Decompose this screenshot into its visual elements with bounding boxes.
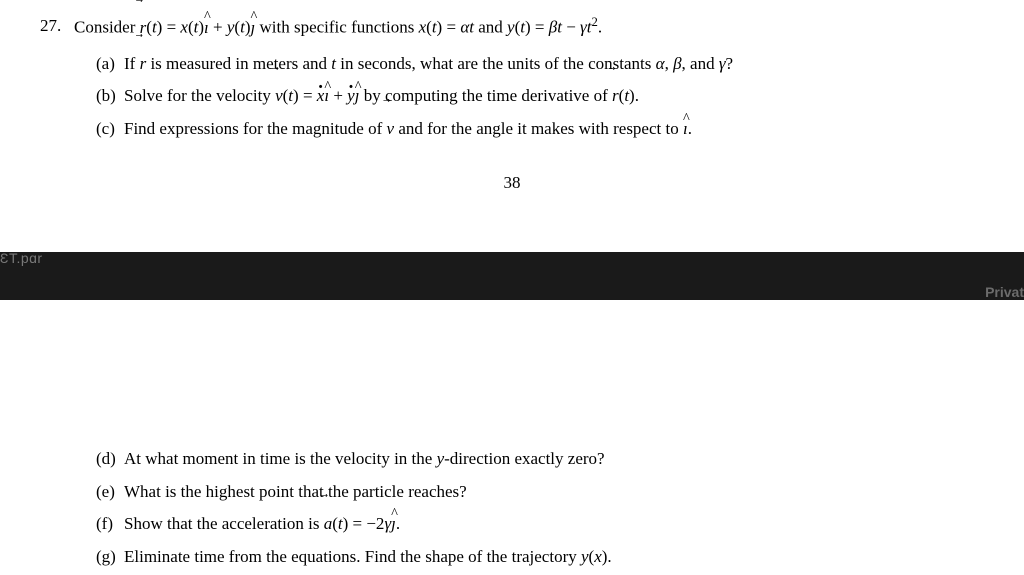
problem-text: Consider ⃗r(t) = x(t)ı + y(t)ȷ with spec… (74, 12, 984, 41)
var-y: y (437, 449, 445, 468)
r-vector: ⃗r (612, 81, 619, 112)
bar-left-fragment: ƐT.pɑr (0, 250, 43, 266)
page-bottom-region: (d) At what moment in time is the veloci… (0, 440, 1024, 574)
text: + (329, 86, 347, 105)
var-t: t (520, 18, 525, 37)
text: . (598, 18, 602, 37)
j-hat: ȷ (391, 509, 396, 540)
text: in seconds, what are the units of the co… (336, 54, 656, 73)
alpha: α (460, 18, 469, 37)
beta: β (673, 54, 681, 73)
part-b: (b) Solve for the velocity ⃗v(t) = xı + … (96, 81, 984, 112)
pdf-viewer-bar: ƐT.pɑr Privat (0, 252, 1024, 300)
page-number: 38 (40, 173, 984, 193)
text: ). (602, 547, 612, 566)
r-vector: ⃗r (140, 14, 147, 41)
part-f: (f) Show that the acceleration is ⃗a(t) … (96, 509, 984, 540)
subparts-bottom: (d) At what moment in time is the veloci… (96, 444, 984, 572)
text: − (562, 18, 580, 37)
part-a: (a) If ⃗r is measured in meters and t in… (96, 49, 984, 80)
i-hat: ı (204, 14, 209, 41)
text: + (209, 18, 227, 37)
text: At what moment in time is the velocity i… (124, 449, 437, 468)
a-vector: ⃗a (324, 509, 333, 540)
part-d: (d) At what moment in time is the veloci… (96, 444, 984, 475)
y-dot: y (347, 81, 355, 112)
text: Solve for the velocity (124, 86, 275, 105)
v-vector: ⃗v (275, 81, 283, 112)
var-t: t (432, 18, 437, 37)
var-y: y (507, 18, 515, 37)
text: with specific functions (255, 18, 418, 37)
var-x: x (594, 547, 602, 566)
text: Eliminate time from the equations. Find … (124, 547, 581, 566)
x-dot: x (317, 81, 325, 112)
j-hat: ȷ (355, 81, 360, 112)
part-text: If ⃗r is measured in meters and t in sec… (124, 49, 984, 80)
var-t: t (240, 18, 245, 37)
part-g: (g) Eliminate time from the equations. F… (96, 542, 984, 573)
r-vector: ⃗r (140, 49, 147, 80)
part-label: (e) (96, 477, 124, 508)
text: ? (726, 54, 734, 73)
part-text: Find expressions for the magnitude of ⃗v… (124, 114, 984, 145)
part-label: (a) (96, 49, 124, 80)
text: Show that the acceleration is (124, 514, 324, 533)
text: and for the angle it makes with respect … (394, 119, 683, 138)
gamma: γ (719, 54, 726, 73)
part-c: (c) Find expressions for the magnitude o… (96, 114, 984, 145)
text: is measured in meters and (146, 54, 331, 73)
part-label: (b) (96, 81, 124, 112)
text: ). (629, 86, 639, 105)
problem-statement: 27. Consider ⃗r(t) = x(t)ı + y(t)ȷ with … (40, 12, 984, 41)
v-vector: ⃗v (387, 114, 395, 145)
problem-number: 27. (40, 12, 74, 41)
part-label: (c) (96, 114, 124, 145)
text: ) = −2 (343, 514, 385, 533)
var-x: x (419, 18, 427, 37)
text: by computing the time derivative of (359, 86, 612, 105)
subparts-top: (a) If ⃗r is measured in meters and t in… (96, 49, 984, 145)
part-text: What is the highest point that the parti… (124, 477, 984, 508)
part-text: Eliminate time from the equations. Find … (124, 542, 984, 573)
text: ) = (293, 86, 317, 105)
beta: β (549, 18, 557, 37)
j-hat: ȷ (251, 14, 256, 41)
text: Consider (74, 18, 140, 37)
part-text: Show that the acceleration is ⃗a(t) = −2… (124, 509, 984, 540)
text: = (442, 18, 460, 37)
text: , and (682, 54, 719, 73)
part-text: Solve for the velocity ⃗v(t) = xı + yȷ b… (124, 81, 984, 112)
part-label: (g) (96, 542, 124, 573)
text: ) = (157, 18, 181, 37)
text: Find expressions for the magnitude of (124, 119, 387, 138)
text: and (474, 18, 507, 37)
var-y: y (581, 547, 589, 566)
part-label: (d) (96, 444, 124, 475)
alpha: α (656, 54, 665, 73)
bar-right-fragment: Privat (985, 284, 1024, 300)
gamma: γ (580, 18, 587, 37)
text: -direction exactly zero? (444, 449, 604, 468)
i-hat: ı (683, 114, 688, 145)
text: If (124, 54, 140, 73)
part-text: At what moment in time is the velocity i… (124, 444, 984, 475)
var-t: t (194, 18, 199, 37)
text: = (531, 18, 549, 37)
page-top-region: 27. Consider ⃗r(t) = x(t)ı + y(t)ȷ with … (0, 0, 1024, 193)
part-label: (f) (96, 509, 124, 540)
part-e: (e) What is the highest point that the p… (96, 477, 984, 508)
text: , (665, 54, 674, 73)
var-x: x (180, 18, 188, 37)
i-hat: ı (324, 81, 329, 112)
